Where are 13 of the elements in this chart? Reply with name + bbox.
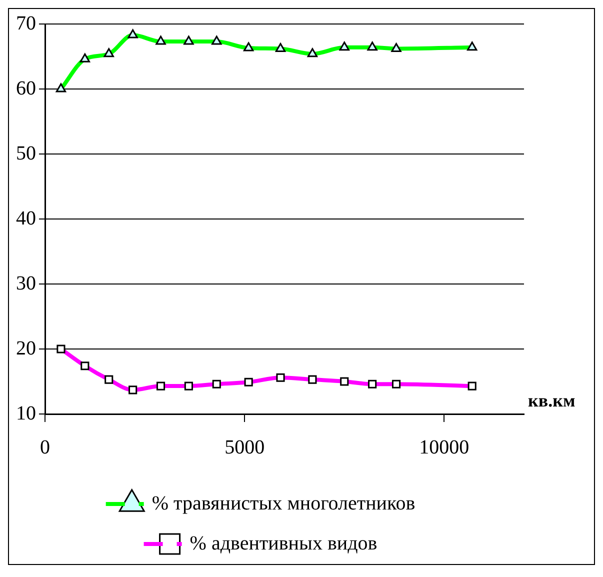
y-tick-label: 20 xyxy=(16,337,36,360)
legend-label: % адвентивных видов xyxy=(190,532,378,554)
y-tick-label: 70 xyxy=(16,12,36,34)
x-tick-label: 0 xyxy=(40,436,50,458)
x-tick-label: 10000 xyxy=(419,436,470,458)
y-tick-label: 50 xyxy=(16,142,36,164)
y-tick-label: 30 xyxy=(16,272,36,294)
x-tick-label: 5000 xyxy=(224,436,265,458)
y-tick-label: 40 xyxy=(16,207,36,230)
x-axis-title: кв.км xyxy=(528,390,576,411)
y-tick-label: 60 xyxy=(16,77,36,100)
legend-label: % травянистых многолетников xyxy=(152,492,416,514)
y-tick-label: 10 xyxy=(16,402,36,424)
